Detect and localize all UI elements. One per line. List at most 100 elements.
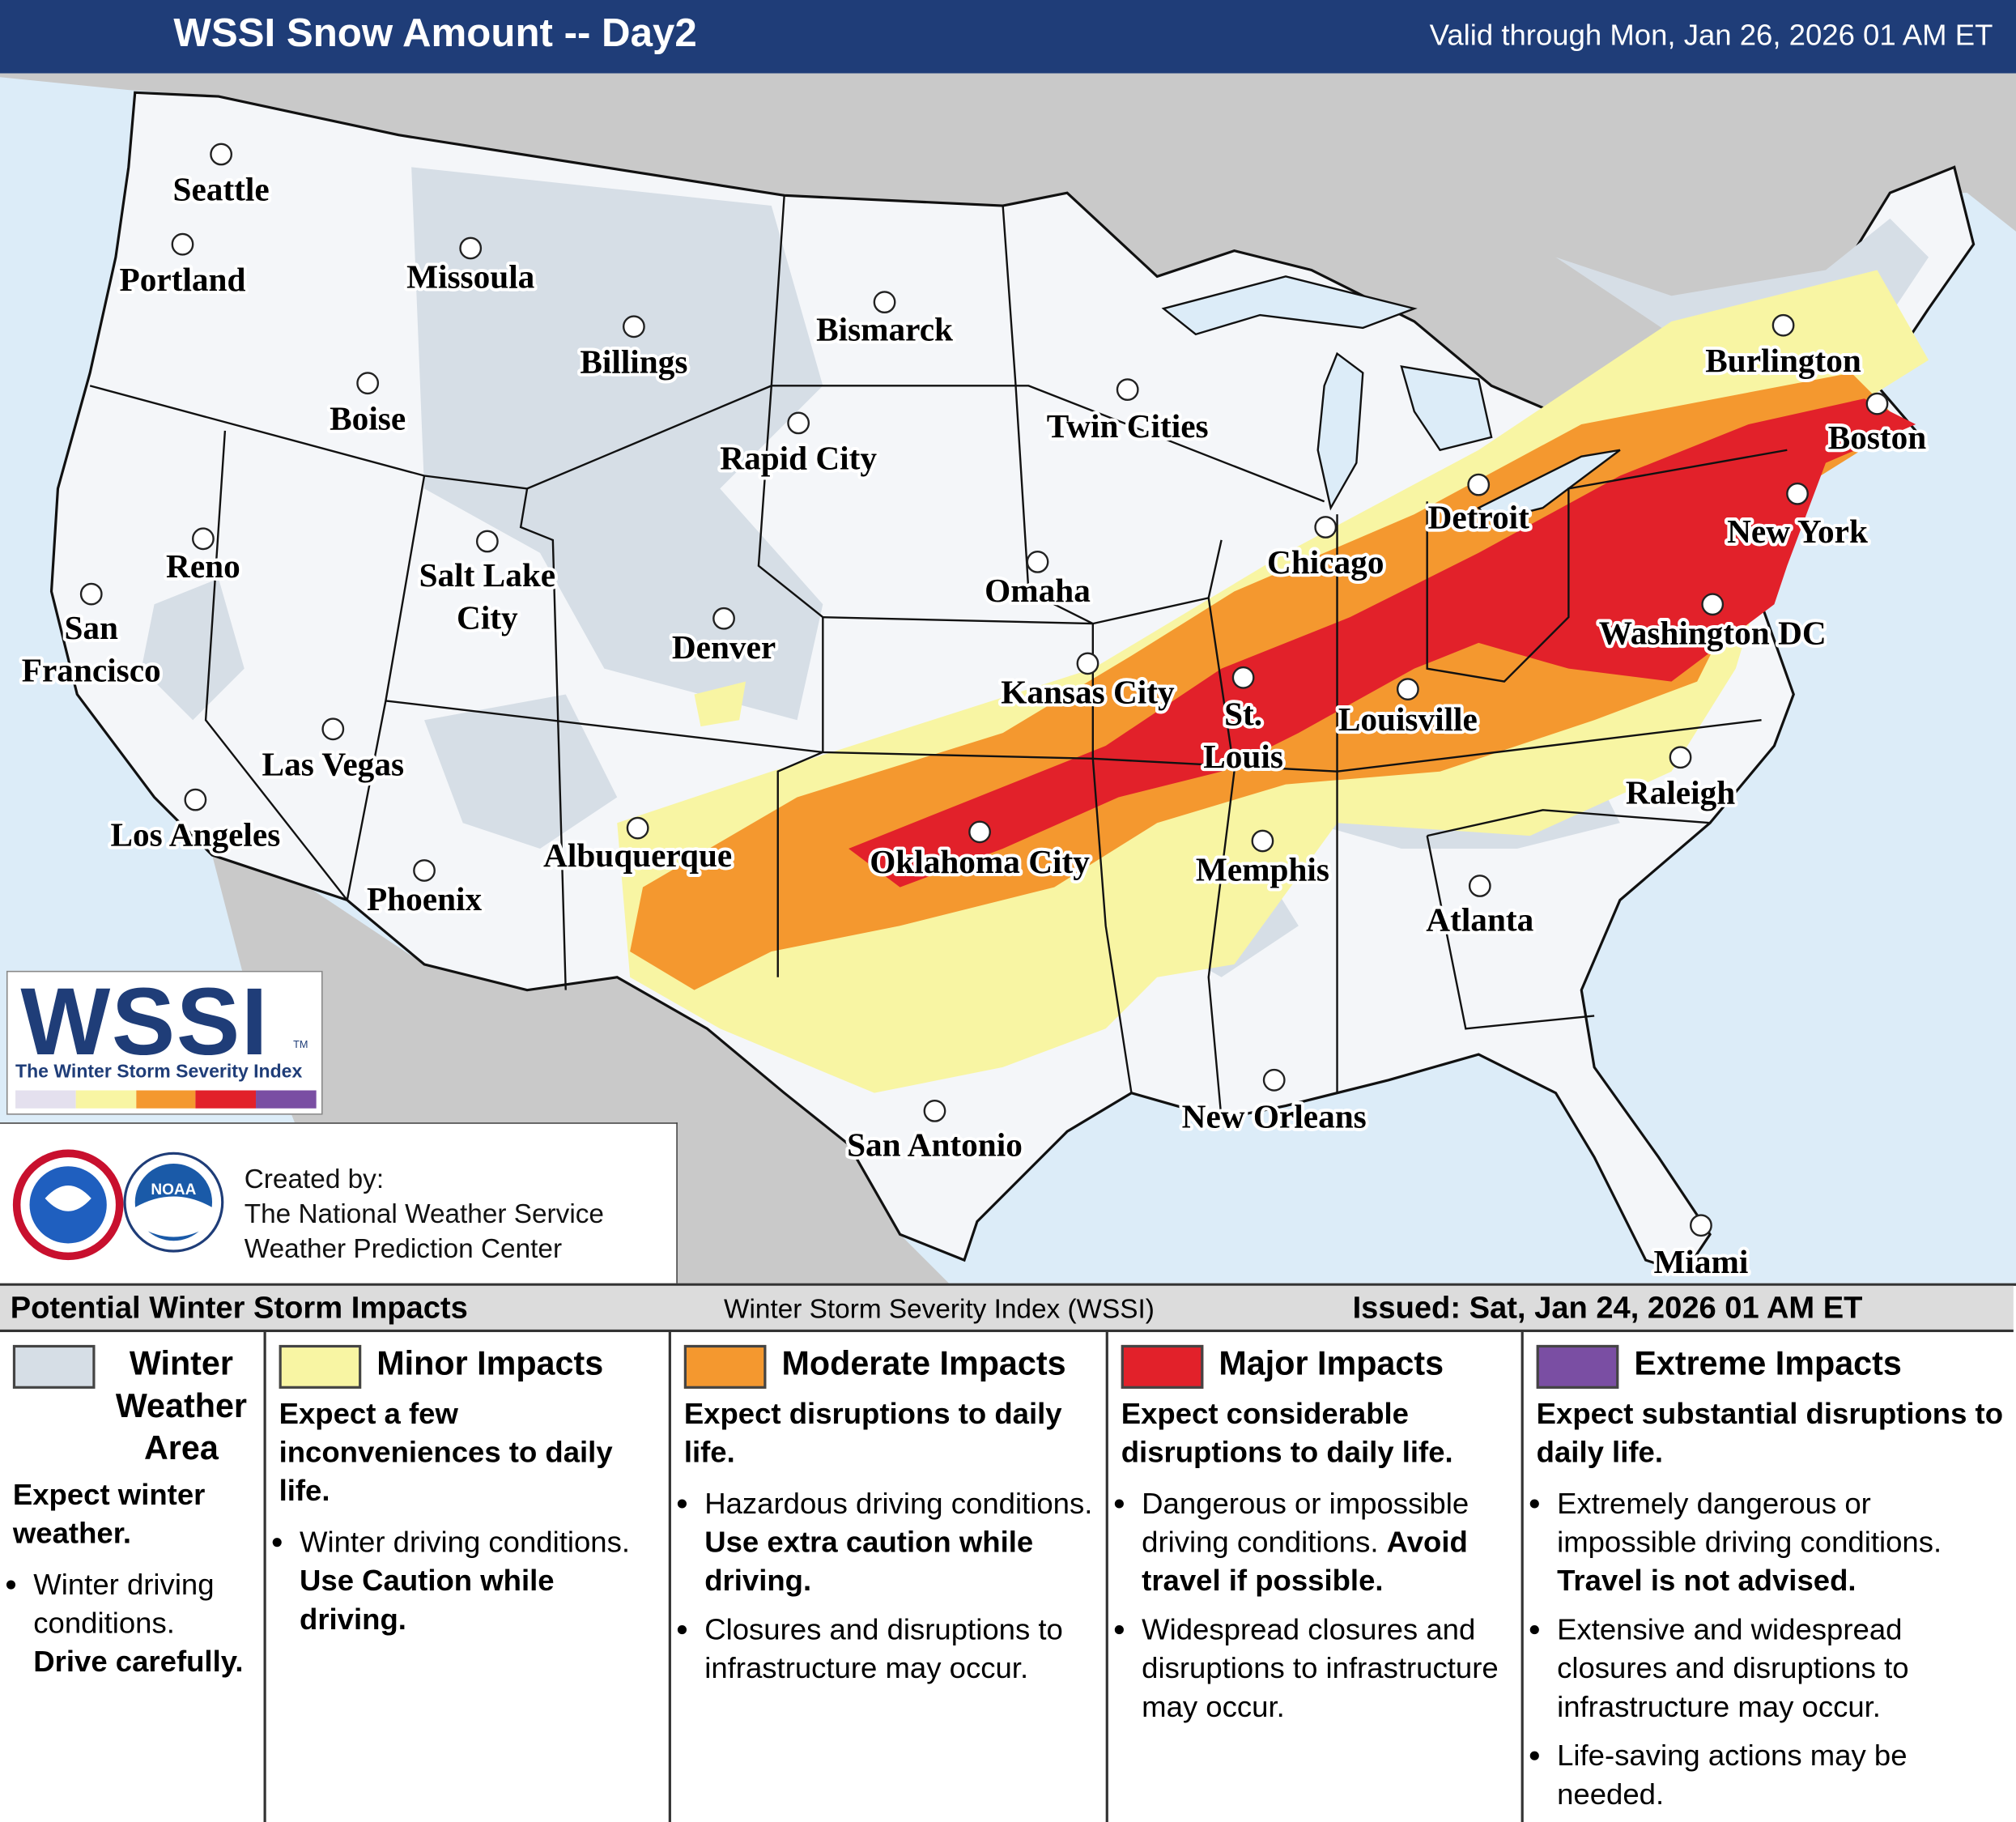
city-label: City [457,598,518,636]
city-label: Rapid City [720,440,877,477]
city-dot [184,788,207,811]
credit-text: Created by: The National Weather Service W… [245,1162,604,1266]
city-label: Atlanta [1426,901,1533,939]
bullet-text: Winter driving conditions. [300,1525,631,1559]
city-label: Seattle [173,171,270,208]
bullet-text: Winter driving conditions. [33,1567,215,1640]
city-label: New Orleans [1182,1097,1367,1134]
credit-line: The National Weather Service [244,1199,604,1229]
state-line [346,475,426,900]
wssi-logo: WSSI TM The Winter Storm Severity Index [6,968,323,1115]
city-dot [873,291,896,314]
city-label: St. [1224,695,1262,732]
city-dot [1396,678,1419,700]
legend-summary: Expect a few inconveniences to daily lif… [279,1396,613,1507]
city-dot [626,816,649,840]
city-dot [1076,652,1099,675]
legend-column: Extreme Impacts Expect substantial disrup… [1521,1332,2016,1822]
bullet-text: Life-saving actions may be needed. [1557,1738,1908,1811]
city-dot [459,236,483,260]
state-line [1207,539,1236,1119]
bullet-text: Dangerous or impossible driving conditio… [1142,1486,1469,1559]
city-dot [1026,551,1049,573]
city-label: Boston [1828,419,1927,456]
snow-swath [424,694,618,849]
legend-name: Major Impacts [1219,1343,1444,1382]
legend-bullets: Extremely dangerous or impossible drivin… [1537,1484,2009,1812]
city-dot [1786,482,1809,505]
city-label: Bismarck [816,311,953,348]
bullet-emphasis: Use Caution while driving. [300,1563,555,1636]
legend-bullet: Extremely dangerous or impossible drivin… [1557,1484,2008,1599]
legend-column: Minor Impacts Expect a few inconveniences… [263,1332,669,1822]
noaa-text: NOAA [151,1181,196,1198]
legend-bullet: Dangerous or impossible driving conditio… [1142,1484,1513,1599]
logo-name: WSSI [20,968,270,1075]
city-dot [79,582,103,606]
legend-key: Minor Impacts [279,1343,661,1389]
snow-swath [849,398,1916,888]
nws-cloud [45,1186,91,1211]
city-dot [622,315,645,338]
city-label: Burlington [1705,342,1861,379]
city-label: Portland [120,261,246,298]
legend-key: Moderate Impacts [683,1343,1098,1389]
state-line [1002,205,1133,1093]
city-label: New York [1727,513,1868,550]
city-dot [1690,1214,1712,1237]
snow-swaths [141,167,1929,1093]
bullet-text: Extremely dangerous or impossible drivin… [1557,1486,1942,1559]
issued-time: Issued: Sat, Jan 24, 2026 01 AM ET [1352,1291,1863,1326]
legend-swatch [683,1344,767,1389]
state-line [1426,449,1788,683]
credit-line: Weather Prediction Center [244,1234,563,1264]
city-dot [1701,593,1725,616]
city-label: Washington DC [1599,614,1827,651]
map: Seattle Portland Missoula Billings Bismarck B… [0,0,2016,1286]
city-label: Oklahoma City [870,843,1090,880]
city-label: Kansas City [1001,674,1175,711]
legend-columns: Winter Weather Area Expect winter weather… [0,1332,2016,1822]
lake-huron [1400,365,1493,452]
city-label: Salt Lake [419,556,556,594]
legend-bullets: Winter driving conditions. Drive careful… [13,1564,256,1680]
city-label: Detroit [1428,499,1530,536]
state-lines [89,195,1788,1119]
city-dot [413,859,436,882]
canada [0,73,2016,424]
city-label: San [64,609,118,646]
city-dot [210,143,233,166]
city-dot [1669,746,1692,769]
legend-swatch [1536,1344,1619,1389]
city-dot [475,530,499,553]
legend-title: Potential Winter Storm Impacts [10,1291,468,1326]
cities: Seattle Portland Missoula Billings Bismarck B… [19,143,1929,1283]
logo-swatch [15,1090,76,1109]
legend-name: Winter Weather Area [115,1343,247,1467]
legend-swatch [12,1344,96,1389]
snow-swath [141,578,245,721]
legend-key: Winter Weather Area [12,1343,256,1470]
legend-bullet: Winter driving conditions. Drive careful… [33,1564,256,1680]
legend-swatch [279,1344,362,1389]
city-dot [171,232,194,256]
bullet-text: Hazardous driving conditions. [704,1486,1093,1520]
state-line [757,195,824,977]
city-label: Albuquerque [543,837,732,874]
legend-bullets: Winter driving conditions. Use Caution w… [279,1522,661,1638]
city-dot [1251,829,1274,853]
lake-michigan [1316,351,1364,511]
city-label: Omaha [985,572,1091,609]
city-dot [1314,516,1338,539]
legend-summary: Expect substantial disruptions to daily … [1536,1396,2004,1469]
legend-column: Winter Weather Area Expect winter weather… [0,1332,264,1822]
legend-key: Extreme Impacts [1536,1343,2009,1389]
legend: Potential Winter Storm Impacts Winter St… [0,1283,2016,1822]
state-line [1427,809,1711,837]
city-dot [787,411,810,435]
legend-swatch [1121,1344,1204,1389]
city-label: Twin Cities [1047,407,1209,445]
legend-name: Extreme Impacts [1634,1343,1902,1382]
